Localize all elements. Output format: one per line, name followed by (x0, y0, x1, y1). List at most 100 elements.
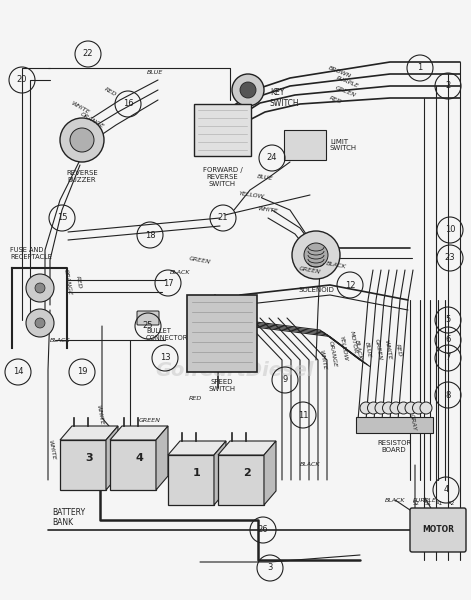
Text: 14: 14 (13, 367, 23, 377)
Text: RED: RED (188, 395, 202, 401)
Text: 4: 4 (135, 453, 143, 463)
Text: 13: 13 (160, 353, 171, 362)
Circle shape (292, 231, 340, 279)
Circle shape (367, 402, 380, 414)
Text: BLACK: BLACK (300, 463, 320, 467)
FancyBboxPatch shape (410, 508, 466, 552)
FancyBboxPatch shape (110, 440, 156, 490)
Text: BLACK: BLACK (385, 497, 405, 503)
Text: ORANGE: ORANGE (328, 340, 338, 368)
Text: RED: RED (74, 275, 81, 289)
Text: LIMIT
SWITCH: LIMIT SWITCH (330, 139, 357, 151)
Text: GREEN: GREEN (299, 266, 321, 274)
Circle shape (26, 274, 54, 302)
Circle shape (382, 402, 395, 414)
Text: 8: 8 (445, 391, 451, 400)
Text: GREEN: GREEN (189, 256, 211, 265)
Circle shape (35, 283, 45, 293)
Circle shape (70, 128, 94, 152)
Text: 10: 10 (445, 226, 455, 235)
Text: FUSE AND
RECEPTACLE: FUSE AND RECEPTACLE (10, 247, 52, 260)
Polygon shape (60, 426, 118, 440)
Polygon shape (110, 426, 168, 440)
Text: 5: 5 (446, 316, 451, 325)
Text: MOTOR: MOTOR (349, 330, 357, 354)
Circle shape (398, 402, 409, 414)
Text: SPEED
SWITCH: SPEED SWITCH (209, 379, 236, 392)
Circle shape (240, 82, 256, 98)
Text: GolfCartDiesel: GolfCartDiesel (156, 361, 314, 379)
Circle shape (26, 309, 54, 337)
Text: 23: 23 (445, 253, 455, 263)
FancyBboxPatch shape (187, 295, 257, 372)
Text: WHITE: WHITE (258, 206, 278, 214)
Text: 19: 19 (77, 367, 87, 377)
Text: GREEN: GREEN (374, 339, 382, 361)
Text: WHITE: WHITE (48, 439, 56, 461)
Text: BULLET
CONNECTOR: BULLET CONNECTOR (146, 328, 188, 341)
Text: 7: 7 (445, 353, 451, 362)
FancyBboxPatch shape (137, 311, 159, 325)
Circle shape (35, 318, 45, 328)
Text: PURPLE: PURPLE (336, 75, 360, 89)
Text: 1: 1 (193, 468, 201, 478)
Text: ORANGE: ORANGE (79, 111, 105, 129)
Text: GREEN: GREEN (334, 86, 356, 98)
Circle shape (232, 74, 264, 106)
Text: RED: RED (329, 95, 343, 105)
Text: 3: 3 (268, 563, 273, 572)
FancyBboxPatch shape (168, 455, 214, 505)
Text: REVERSE
BUZZER: REVERSE BUZZER (66, 170, 98, 183)
Text: WHITE: WHITE (384, 340, 392, 361)
Text: 22: 22 (83, 49, 93, 58)
Text: 11: 11 (298, 410, 308, 419)
Text: 21: 21 (218, 214, 228, 223)
Text: SOLENOID: SOLENOID (298, 287, 334, 293)
Polygon shape (214, 441, 226, 505)
Text: MOTOR: MOTOR (422, 526, 454, 535)
Text: 18: 18 (145, 230, 155, 239)
Text: 26: 26 (258, 526, 268, 535)
Text: 24: 24 (267, 154, 277, 163)
Polygon shape (106, 426, 118, 490)
Polygon shape (218, 441, 276, 455)
Text: BROWN: BROWN (328, 65, 352, 79)
FancyBboxPatch shape (356, 417, 433, 433)
Text: ORANGE: ORANGE (63, 268, 73, 296)
Text: RESISTOR
BOARD: RESISTOR BOARD (377, 440, 411, 453)
Text: WHITE: WHITE (319, 349, 327, 371)
Text: 1: 1 (417, 64, 422, 73)
Text: BATTERY
BANK: BATTERY BANK (52, 508, 85, 527)
Polygon shape (156, 426, 168, 490)
FancyBboxPatch shape (284, 130, 326, 160)
Text: BLACK: BLACK (354, 340, 362, 361)
FancyBboxPatch shape (218, 455, 264, 505)
Text: BLACK: BLACK (50, 337, 70, 343)
Text: 15: 15 (57, 214, 67, 223)
Text: 25: 25 (143, 322, 153, 331)
FancyBboxPatch shape (60, 440, 106, 490)
Text: RED: RED (103, 86, 117, 97)
Text: BLUE: BLUE (364, 341, 372, 358)
Text: S2: S2 (413, 501, 420, 506)
Text: KEY
SWITCH: KEY SWITCH (270, 88, 300, 107)
Polygon shape (264, 441, 276, 505)
Text: 2: 2 (446, 82, 451, 91)
Text: GRAY: GRAY (409, 413, 417, 431)
Circle shape (420, 402, 432, 414)
Text: WHITE: WHITE (70, 101, 90, 115)
Text: 9: 9 (283, 376, 288, 385)
Text: PURPLE: PURPLE (413, 497, 437, 503)
Text: 16: 16 (122, 100, 133, 109)
FancyBboxPatch shape (194, 104, 251, 156)
Text: WHITE: WHITE (96, 404, 104, 425)
Text: 17: 17 (162, 278, 173, 287)
Polygon shape (168, 441, 226, 455)
Circle shape (60, 118, 104, 162)
Text: 20: 20 (17, 76, 27, 85)
Text: BLUE: BLUE (147, 70, 163, 74)
Text: RED: RED (394, 343, 402, 357)
Circle shape (375, 402, 387, 414)
Text: YELLOW: YELLOW (239, 191, 265, 199)
Text: GREEN: GREEN (139, 418, 161, 422)
